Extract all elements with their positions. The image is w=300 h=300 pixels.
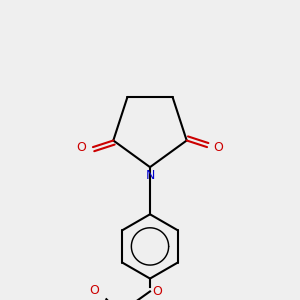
Text: O: O: [214, 141, 224, 154]
Text: N: N: [145, 169, 155, 182]
Text: O: O: [152, 285, 162, 298]
Text: O: O: [89, 284, 99, 297]
Text: O: O: [76, 141, 86, 154]
